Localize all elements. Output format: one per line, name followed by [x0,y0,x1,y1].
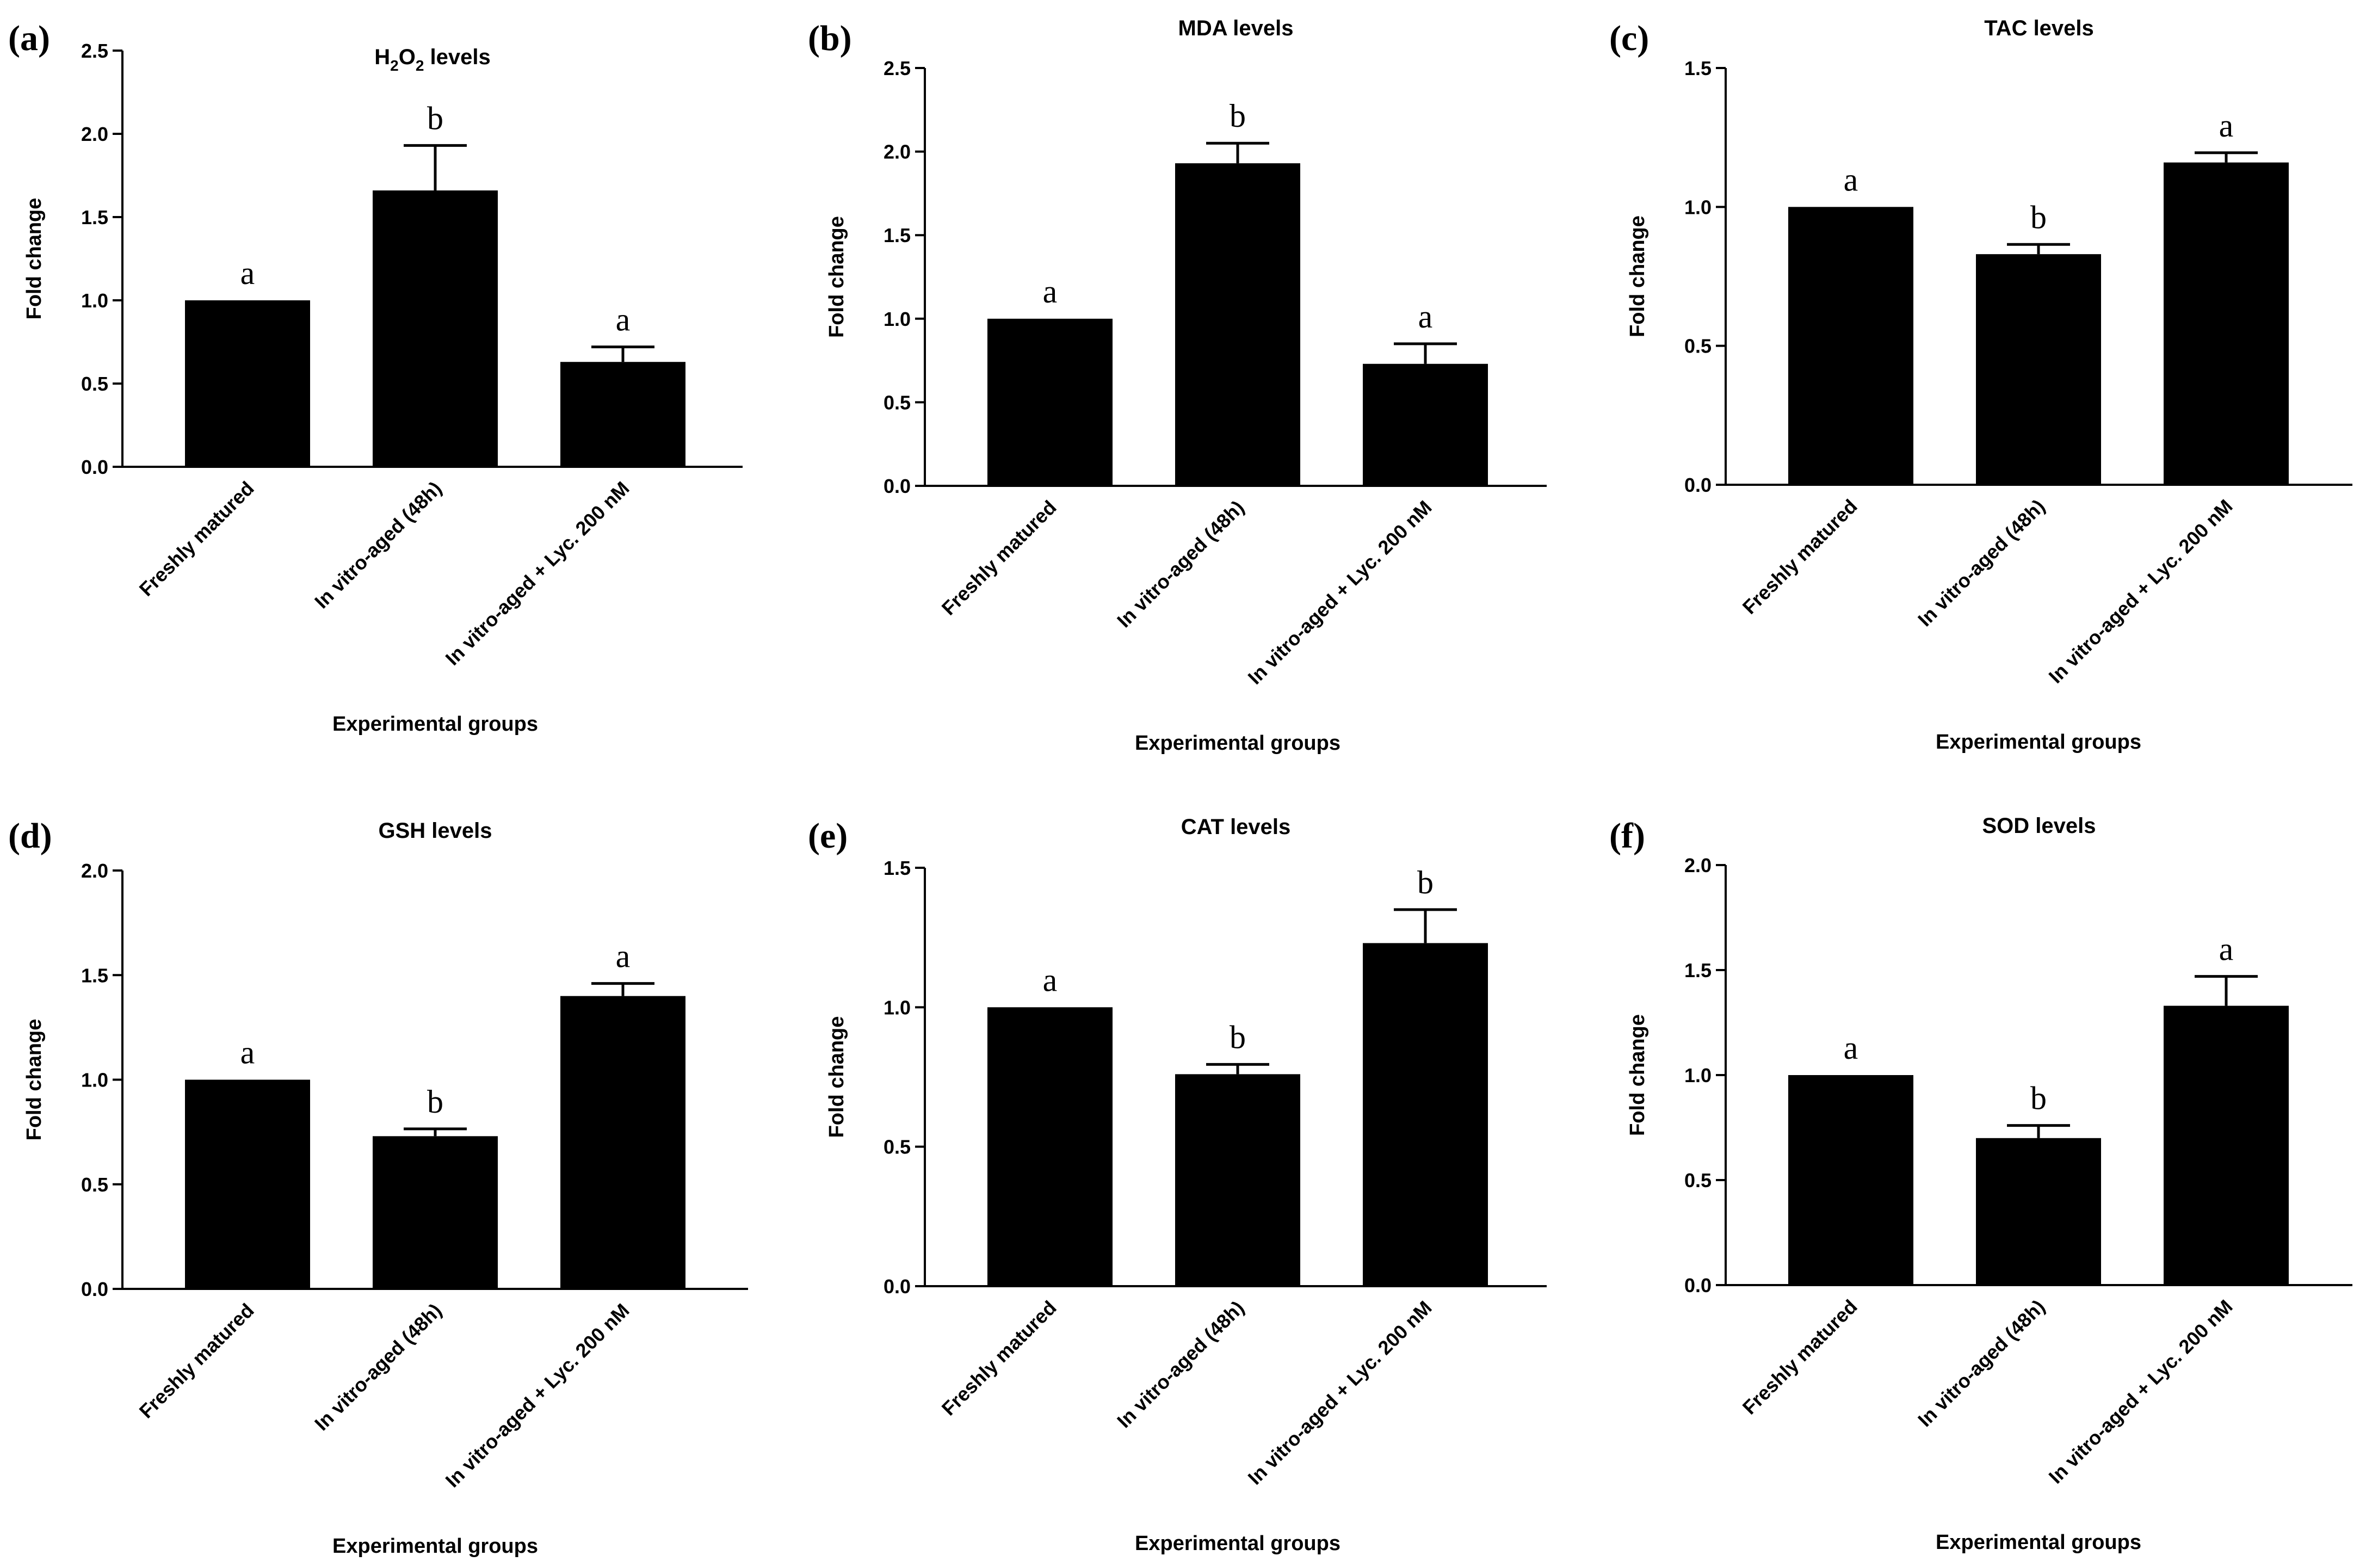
significance-letter: b [427,100,443,136]
y-tick-label: 0.0 [884,475,911,497]
significance-letter: b [1417,865,1434,900]
chart-title: CAT levels [1181,815,1291,839]
bar [1976,1138,2101,1285]
x-axis-label: Experimental groups [1135,1532,1340,1555]
y-tick-label: 0.0 [81,456,108,478]
chart-title: GSH levels [378,819,492,843]
y-tick-label: 1.0 [81,289,108,312]
y-tick-label: 0.5 [81,1174,108,1196]
chart-title: TAC levels [1984,16,2094,40]
y-tick-label: 0.0 [1684,474,1712,496]
panel-label: (d) [8,816,52,856]
y-tick-label: 0.5 [1684,1169,1712,1192]
significance-letter: a [1043,274,1058,310]
y-tick-label: 2.0 [81,123,108,145]
y-tick-label: 1.0 [1684,1064,1712,1087]
y-axis-label: Fold change [1626,1014,1649,1136]
significance-letter: a [240,255,255,291]
y-tick-label: 1.5 [81,206,108,229]
y-tick-label: 0.5 [81,373,108,395]
y-tick-label: 0.0 [1684,1274,1712,1297]
y-tick-label: 2.0 [1684,854,1712,876]
chart-title: H2O2 levels [374,45,491,74]
panel-label: (e) [808,816,848,856]
bar [1363,363,1488,486]
panel-label: (b) [808,18,852,58]
bar [1788,1075,1913,1285]
y-tick-label: 1.5 [1684,57,1712,79]
bar [185,300,310,467]
chart-title: SOD levels [1982,814,2096,838]
y-tick-label: 0.0 [81,1278,108,1300]
y-tick-label: 2.5 [81,40,108,62]
bar [1175,163,1300,486]
y-tick-label: 1.0 [1684,196,1712,218]
significance-letter: a [616,302,631,338]
y-axis-label: Fold change [825,1016,848,1138]
y-tick-label: 2.0 [884,141,911,163]
bar [987,318,1113,486]
y-axis-label: Fold change [825,216,848,338]
significance-letter: b [2030,199,2047,235]
panel-label: (f) [1609,816,1645,856]
y-tick-label: 1.0 [884,996,911,1018]
y-tick-label: 0.0 [884,1275,911,1298]
significance-letter: b [1230,98,1246,134]
y-tick-label: 1.5 [1684,959,1712,981]
chart-title: MDA levels [1178,16,1294,40]
bar [185,1079,310,1289]
bar [1175,1074,1300,1286]
x-axis-label: Experimental groups [1936,731,2141,754]
significance-letter: a [1418,299,1433,335]
bar [560,996,685,1289]
bar [373,1136,498,1289]
x-axis-label: Experimental groups [1936,1531,2141,1554]
panel-label: (c) [1609,18,1649,58]
x-axis-label: Experimental groups [332,713,538,736]
bar [1976,254,2101,485]
significance-letter: b [2030,1081,2047,1116]
y-tick-label: 0.5 [1684,335,1712,357]
y-tick-label: 1.5 [884,857,911,879]
y-tick-label: 1.5 [81,964,108,986]
significance-letter: a [240,1035,255,1071]
significance-letter: a [1844,162,1858,197]
y-tick-label: 1.5 [884,224,911,246]
bar [987,1007,1113,1286]
bar [2164,162,2289,485]
significance-letter: a [1844,1030,1858,1066]
x-axis-label: Experimental groups [1135,732,1340,755]
significance-letter: b [1230,1019,1246,1055]
bar [560,362,685,467]
panel-label: (a) [8,18,50,58]
y-tick-label: 0.5 [884,391,911,413]
significance-letter: a [1043,962,1058,998]
bar [1363,943,1488,1286]
bar [373,190,498,467]
significance-letter: a [2219,931,2234,967]
y-axis-label: Fold change [1626,215,1649,337]
y-tick-label: 0.5 [884,1136,911,1158]
significance-letter: a [616,939,631,974]
y-tick-label: 2.5 [884,57,911,79]
y-tick-label: 2.0 [81,860,108,882]
y-axis-label: Fold change [23,1019,46,1141]
x-axis-label: Experimental groups [332,1535,538,1558]
y-axis-label: Fold change [23,198,46,320]
significance-letter: b [427,1084,443,1120]
bar [1788,207,1913,485]
y-tick-label: 1.0 [81,1069,108,1091]
significance-letter: a [2219,108,2234,144]
y-tick-label: 1.0 [884,308,911,330]
bar [2164,1005,2289,1285]
